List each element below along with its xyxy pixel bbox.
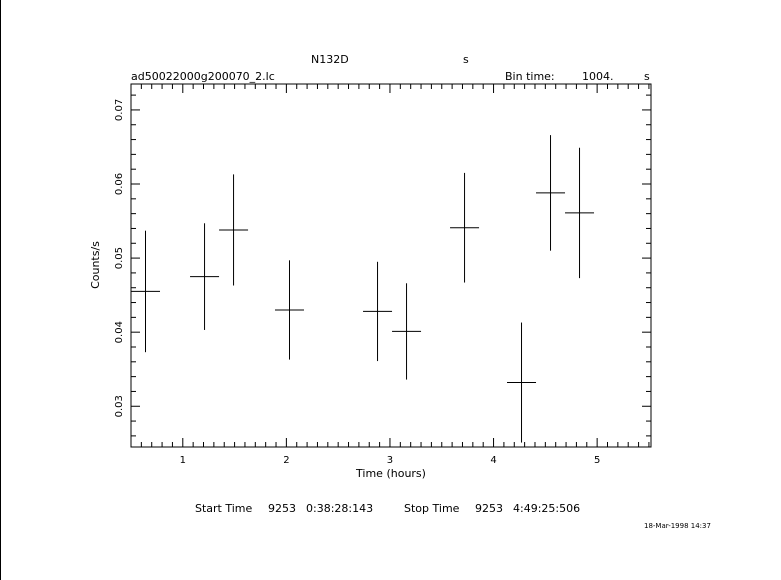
data-point bbox=[536, 135, 566, 251]
start-day: 9253 bbox=[268, 502, 296, 515]
data-point bbox=[565, 147, 595, 279]
x-tick-label: 1 bbox=[180, 455, 186, 466]
x-tick-label: 5 bbox=[594, 455, 600, 466]
start-time-value: 0:38:28:143 bbox=[306, 502, 373, 515]
start-time-label: Start Time bbox=[195, 502, 253, 515]
data-point bbox=[450, 172, 480, 283]
y-tick-label: 0.05 bbox=[114, 247, 125, 269]
x-tick-label: 3 bbox=[387, 455, 393, 466]
data-points bbox=[131, 135, 595, 443]
y-tick-label: 0.06 bbox=[114, 173, 125, 195]
y-tick-label: 0.07 bbox=[114, 99, 125, 121]
data-point bbox=[219, 174, 249, 286]
object-name: N132D bbox=[311, 53, 349, 66]
data-point bbox=[507, 322, 537, 443]
plot-timestamp: 18-Mar-1998 14:37 bbox=[644, 522, 711, 530]
x-tick-label: 4 bbox=[490, 455, 496, 466]
data-point bbox=[190, 223, 220, 330]
tick-labels: 1 2 3 4 5 0.03 0.04 0.05 0.06 0.07 bbox=[114, 99, 600, 466]
data-point bbox=[274, 260, 304, 360]
bin-time-label: Bin time: bbox=[505, 70, 555, 83]
data-point bbox=[392, 283, 422, 380]
filename-label: ad50022000g200070_2.lc bbox=[131, 70, 275, 83]
x-tick-label: 2 bbox=[283, 455, 289, 466]
plot-frame bbox=[130, 83, 652, 448]
bin-time-value: 1004. bbox=[582, 70, 614, 83]
data-point bbox=[131, 230, 161, 353]
data-point bbox=[363, 261, 393, 362]
units-label: s bbox=[463, 53, 469, 66]
y-axis-label: Counts/s bbox=[89, 241, 102, 289]
stop-time-value: 4:49:25:506 bbox=[513, 502, 580, 515]
stop-time-label: Stop Time bbox=[404, 502, 460, 515]
y-tick-label: 0.04 bbox=[114, 321, 125, 343]
bin-time-unit: s bbox=[644, 70, 650, 83]
stop-day: 9253 bbox=[475, 502, 503, 515]
y-tick-label: 0.03 bbox=[114, 395, 125, 417]
x-axis-label: Time (hours) bbox=[355, 467, 426, 480]
axis-ticks bbox=[130, 84, 651, 447]
